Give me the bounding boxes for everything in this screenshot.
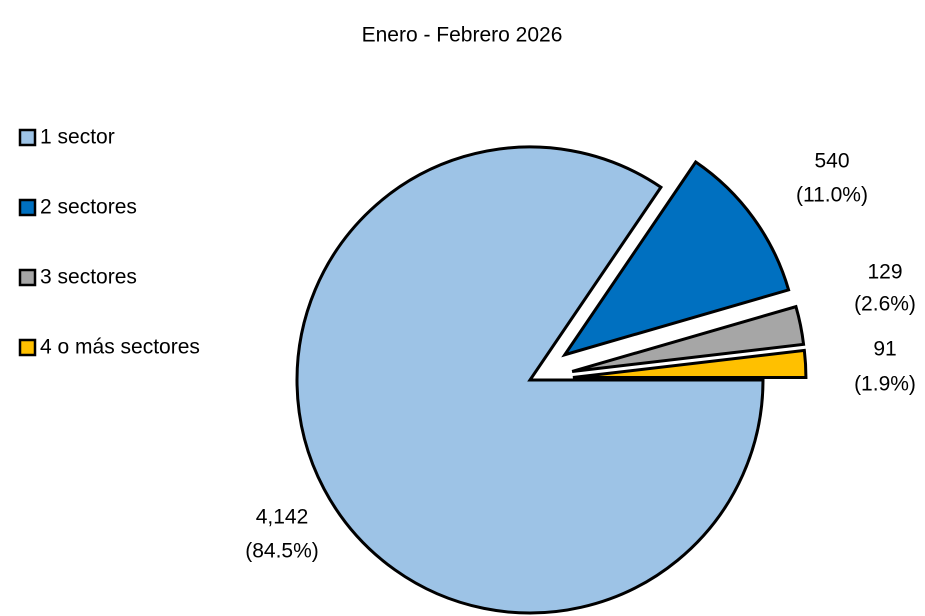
- legend-swatch: [18, 268, 37, 287]
- data-label: 4,142: [256, 506, 309, 529]
- pie-slice: [561, 159, 791, 358]
- data-label: 129: [867, 261, 902, 284]
- legend-swatch: [18, 338, 37, 357]
- percentage-label: (84.5%): [245, 540, 319, 563]
- legend-label: 1 sector: [40, 126, 115, 149]
- percentage-label: (11.0%): [796, 184, 868, 207]
- pie-slice: [295, 145, 765, 615]
- data-label: 91: [873, 338, 896, 361]
- legend-label: 3 sectores: [40, 266, 137, 289]
- percentage-label: (2.6%): [854, 293, 916, 316]
- pie-slice: [572, 348, 808, 379]
- chart-title: Enero - Febrero 2026: [362, 24, 563, 47]
- legend-swatch: [18, 198, 37, 217]
- pie-slice: [571, 304, 806, 373]
- percentage-label: (1.9%): [854, 373, 916, 396]
- legend-label: 2 sectores: [40, 196, 137, 219]
- legend-label: 4 o más sectores: [40, 336, 200, 359]
- legend-swatch: [18, 128, 37, 147]
- data-label: 540: [814, 150, 849, 173]
